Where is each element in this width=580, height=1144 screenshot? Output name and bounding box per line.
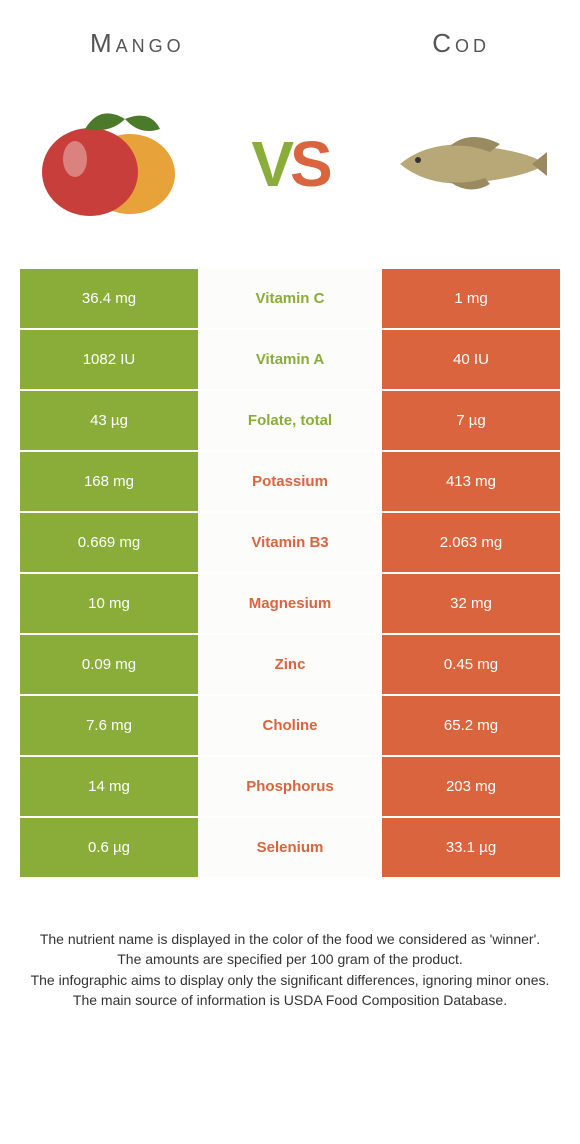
footer-line: The infographic aims to display only the…: [30, 970, 550, 990]
table-row: 10 mgMagnesium32 mg: [20, 574, 560, 635]
cell-right: 2.063 mg: [382, 513, 560, 572]
footer-line: The amounts are specified per 100 gram o…: [30, 949, 550, 969]
table-row: 1082 IUVitamin A40 IU: [20, 330, 560, 391]
cell-right: 203 mg: [382, 757, 560, 816]
mango-image: [30, 94, 190, 234]
cell-right: 0.45 mg: [382, 635, 560, 694]
cod-image: [390, 94, 550, 234]
table-row: 0.669 mgVitamin B32.063 mg: [20, 513, 560, 574]
cell-nutrient: Choline: [198, 696, 382, 755]
vs-v: V: [251, 128, 290, 200]
cell-right: 65.2 mg: [382, 696, 560, 755]
cell-nutrient: Magnesium: [198, 574, 382, 633]
table-row: 0.6 µgSelenium33.1 µg: [20, 818, 560, 879]
footer-line: The nutrient name is displayed in the co…: [30, 929, 550, 949]
cell-left: 0.6 µg: [20, 818, 198, 877]
cell-nutrient: Vitamin B3: [198, 513, 382, 572]
cell-left: 10 mg: [20, 574, 198, 633]
cell-left: 168 mg: [20, 452, 198, 511]
cell-nutrient: Phosphorus: [198, 757, 382, 816]
nutrient-table: 36.4 mgVitamin C1 mg1082 IUVitamin A40 I…: [0, 269, 580, 879]
cell-right: 33.1 µg: [382, 818, 560, 877]
cell-nutrient: Vitamin A: [198, 330, 382, 389]
cell-left: 0.669 mg: [20, 513, 198, 572]
vs-label: VS: [251, 127, 328, 201]
cell-left: 43 µg: [20, 391, 198, 450]
cell-left: 14 mg: [20, 757, 198, 816]
cell-right: 413 mg: [382, 452, 560, 511]
table-row: 36.4 mgVitamin C1 mg: [20, 269, 560, 330]
title-left: Mango: [90, 28, 185, 59]
cell-nutrient: Potassium: [198, 452, 382, 511]
table-row: 43 µgFolate, total7 µg: [20, 391, 560, 452]
table-row: 0.09 mgZinc0.45 mg: [20, 635, 560, 696]
hero-row: VS: [0, 69, 580, 269]
cell-right: 32 mg: [382, 574, 560, 633]
table-row: 7.6 mgCholine65.2 mg: [20, 696, 560, 757]
cell-left: 0.09 mg: [20, 635, 198, 694]
cell-right: 40 IU: [382, 330, 560, 389]
title-right: Cod: [432, 28, 490, 59]
vs-s: S: [290, 128, 329, 200]
header-titles: Mango Cod: [0, 0, 580, 69]
cell-nutrient: Vitamin C: [198, 269, 382, 328]
cell-nutrient: Folate, total: [198, 391, 382, 450]
cell-nutrient: Zinc: [198, 635, 382, 694]
cell-right: 1 mg: [382, 269, 560, 328]
cell-left: 36.4 mg: [20, 269, 198, 328]
cell-left: 1082 IU: [20, 330, 198, 389]
footer-notes: The nutrient name is displayed in the co…: [0, 879, 580, 1010]
cell-nutrient: Selenium: [198, 818, 382, 877]
footer-line: The main source of information is USDA F…: [30, 990, 550, 1010]
cell-left: 7.6 mg: [20, 696, 198, 755]
table-row: 168 mgPotassium413 mg: [20, 452, 560, 513]
table-row: 14 mgPhosphorus203 mg: [20, 757, 560, 818]
cell-right: 7 µg: [382, 391, 560, 450]
